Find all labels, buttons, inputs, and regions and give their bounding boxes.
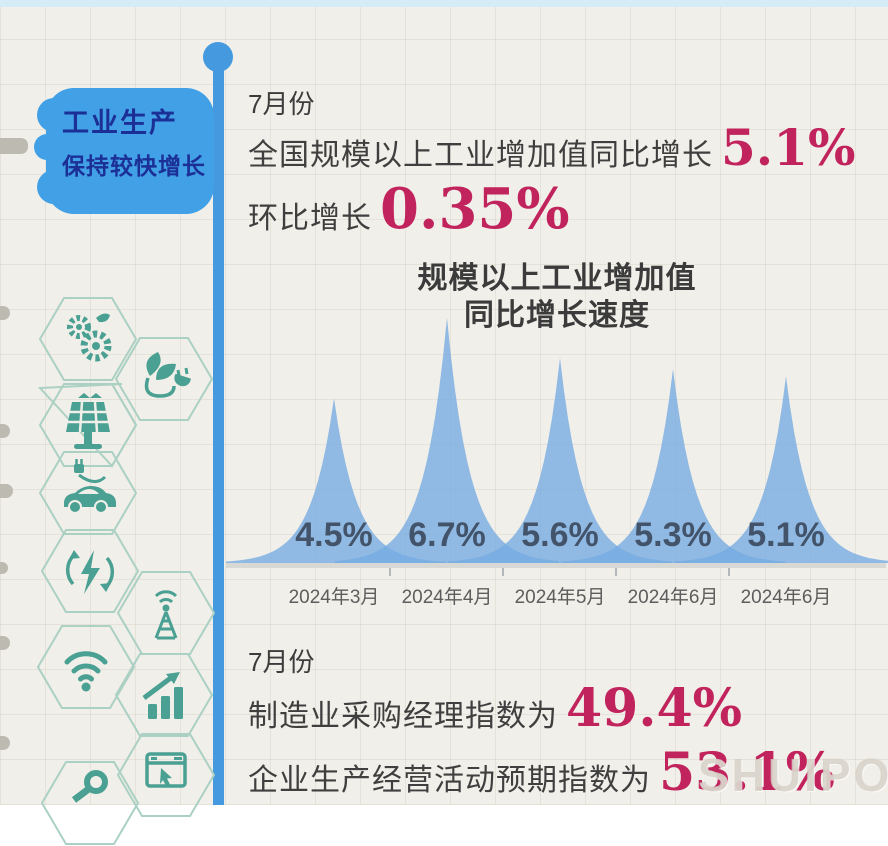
- x-axis-date-label: 2024年4月: [401, 587, 493, 608]
- top-strip-decoration: [0, 0, 888, 7]
- growth-peak: [674, 376, 888, 563]
- edge-mark: [0, 424, 10, 438]
- chart-axis-ticks: [389, 568, 730, 576]
- hex-solar-panel: [38, 382, 138, 468]
- signal-tower-icon: [154, 590, 178, 640]
- x-axis-date-label: 2024年3月: [288, 587, 380, 608]
- chart-baseline: [226, 563, 886, 568]
- edge-mark: [0, 636, 10, 650]
- industry-growth-value: 5.1%: [721, 118, 856, 177]
- wifi-icon: [64, 651, 108, 692]
- headline-badge: 工业生产 保持较快增长: [34, 88, 214, 214]
- expectation-index-value: 53.1%: [659, 742, 836, 803]
- hex-gears: [38, 296, 138, 382]
- x-axis-date-label: 2024年5月: [514, 587, 606, 608]
- growth-curve-svg: [226, 317, 888, 576]
- period-label-july-pmi: 7月份: [248, 647, 315, 677]
- chart-title-line1: 规模以上工业增加值: [417, 262, 697, 295]
- badge-title-line1: 工业生产: [62, 108, 178, 138]
- mom-growth-value: 0.35%: [380, 176, 570, 242]
- hex-electric-car: [38, 450, 138, 536]
- timeline-line: [213, 55, 224, 805]
- growth-peak: [226, 398, 446, 563]
- edge-mark: [0, 306, 10, 320]
- industry-growth-text: 全国规模以上工业增加值同比增长: [248, 139, 713, 172]
- hex-browser-window: [116, 732, 216, 818]
- mom-growth-row: 环比增长 0.35%: [248, 176, 570, 242]
- watermark: SHUIPO: [698, 749, 888, 801]
- hex-signal-tower: [116, 570, 216, 656]
- growth-peaks: [226, 317, 888, 563]
- edge-mark: [0, 138, 28, 154]
- industry-growth-row: 全国规模以上工业增加值同比增长 5.1%: [248, 118, 856, 177]
- electric-car-icon: [64, 459, 116, 514]
- edge-mark: [0, 562, 8, 574]
- expectation-index-row: 企业生产经营活动预期指数为 53.1%: [248, 742, 835, 803]
- chart-title-line2: 同比增长速度: [464, 299, 650, 332]
- chart-title: 规模以上工业增加值 同比增长速度: [226, 260, 888, 334]
- hex-growth-chart: [114, 652, 214, 738]
- badge-scallop: [37, 170, 71, 204]
- growth-peak: [448, 358, 672, 563]
- expectation-index-text: 企业生产经营活动预期指数为: [248, 764, 651, 797]
- hex-wifi: [36, 624, 136, 710]
- peak-value-label: 5.6%: [521, 516, 599, 554]
- solar-panel-icon: [66, 393, 110, 449]
- pmi-text: 制造业采购经理指数为: [248, 700, 558, 733]
- x-axis-date-label: 2024年6月: [740, 587, 832, 608]
- eco-plug-icon: [144, 352, 191, 398]
- hex-eco-plug: [114, 336, 214, 422]
- peak-value-label: 5.3%: [634, 516, 712, 554]
- pmi-value: 49.4%: [566, 678, 743, 739]
- growth-chart-icon: [142, 672, 183, 719]
- browser-window-icon: [145, 752, 187, 788]
- badge-scallop: [37, 98, 71, 132]
- mom-growth-text: 环比增长: [248, 202, 372, 235]
- growth-peak: [561, 369, 785, 563]
- peak-value-label: 4.5%: [295, 516, 373, 554]
- edge-mark: [0, 736, 10, 750]
- badge-text: 工业生产 保持较快增长: [62, 110, 206, 178]
- growth-peak: [335, 317, 559, 563]
- x-axis-date-label: 2024年6月: [627, 587, 719, 608]
- energy-cycle-icon: [65, 550, 115, 594]
- badge-title-line2: 保持较快增长: [62, 153, 206, 179]
- peak-value-label: 5.1%: [747, 516, 825, 554]
- hex-energy-cycle: [40, 528, 140, 614]
- edge-mark: [0, 484, 13, 498]
- hex-wrench: [40, 760, 140, 846]
- peak-value-label: 6.7%: [408, 516, 486, 554]
- gears-icon: [67, 313, 112, 362]
- wrench-icon: [71, 770, 108, 803]
- period-label-july-industry: 7月份: [248, 89, 315, 119]
- pmi-row: 制造业采购经理指数为 49.4%: [248, 678, 742, 739]
- badge-scallop: [34, 134, 60, 160]
